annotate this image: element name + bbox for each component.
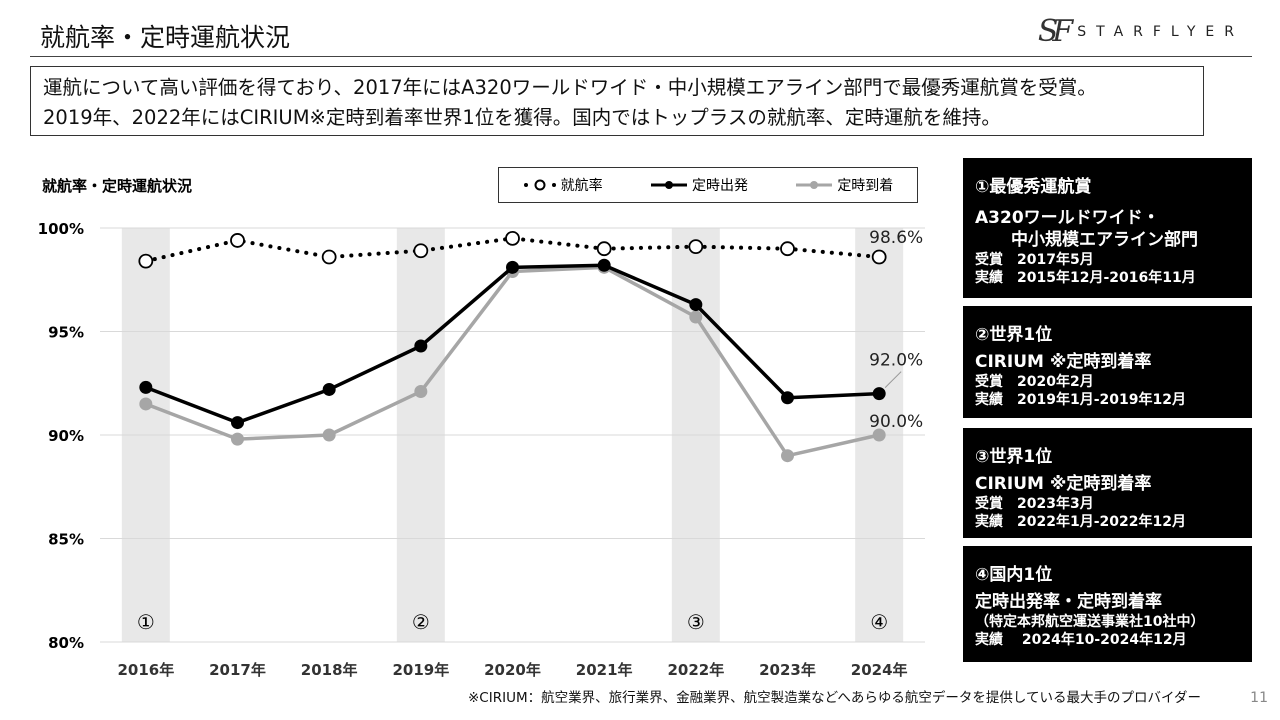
award-title-line: CIRIUM ※定時到着率 [975, 474, 1152, 494]
data-point-operation-rate [596, 241, 612, 257]
award-heading: ②世界1位 [975, 325, 1053, 345]
award-detail-line: 実績 2024年10-2024年12月 [975, 632, 1187, 648]
data-point-operation-rate [505, 230, 520, 246]
annotation-label: 98.6% [869, 228, 923, 248]
legend-item-on-time-departure: 定時出発 [650, 175, 748, 195]
summary-line-2: 2019年、2022年にはCIRIUM※定時到着率世界1位を獲得。国内ではトップ… [43, 106, 1001, 129]
legend-dotted-line-icon [523, 179, 556, 191]
x-tick-label: 2021年 [576, 661, 633, 679]
chart-title: 就航率・定時運航状況 [42, 177, 193, 195]
footnote: ※CIRIUM：航空業界、旅行業界、金融業界、航空製造業などへあらゆる航空データ… [468, 690, 1201, 706]
x-tick-label: 2019年 [392, 661, 449, 679]
legend-gray-line-icon [796, 181, 833, 189]
band-marker: ② [412, 610, 430, 634]
y-tick-label: 90% [48, 427, 84, 445]
data-point-operation-rate [780, 241, 795, 257]
title-divider [30, 56, 1252, 57]
y-tick-label: 85% [48, 531, 84, 549]
award-detail-line: （特定本邦航空運送事業社10社中） [975, 614, 1205, 630]
award-card: ①最優秀運航賞 A320ワールドワイド・ 中小規模エアライン部門受賞 2017年5月… [963, 158, 1252, 298]
data-point-on-time-departure [231, 416, 244, 430]
award-card: ④国内1位定時出発率・定時到着率 （特定本邦航空運送事業社10社中） 実績 2024… [963, 546, 1252, 662]
x-tick-label: 2018年 [301, 661, 358, 679]
x-tick-label: 2020年 [484, 661, 541, 679]
band-marker: ④ [870, 610, 888, 634]
band-marker: ③ [687, 610, 705, 634]
award-detail-line: 実績 2022年1月-2022年12月 [975, 514, 1186, 530]
y-tick-label: 100% [38, 220, 84, 238]
legend-item-on-time-arrival: 定時到着 [795, 175, 893, 195]
annotation-leader [884, 371, 902, 388]
data-point-on-time-arrival [139, 397, 153, 411]
award-detail-line: 実績 2019年1月-2019年12月 [975, 392, 1186, 408]
data-point-on-time-arrival [322, 428, 336, 442]
chart-legend: 就航率 定時出発 定時到着 [498, 167, 918, 203]
data-point-on-time-departure [872, 387, 886, 401]
award-detail-line: 受賞 2020年2月 [975, 374, 1094, 390]
brand-logo: SF STARFLYER [1038, 14, 1244, 49]
data-point-on-time-departure [506, 260, 519, 274]
series-line-on-time-arrival [145, 265, 880, 458]
band-marker: ① [137, 610, 155, 634]
award-title-line: A320ワールドワイド・ [975, 208, 1160, 228]
data-point-on-time-departure [414, 339, 428, 353]
data-point-operation-rate [413, 243, 429, 259]
award-card: ③世界1位 CIRIUM ※定時到着率受賞 2023年3月実績 2022年1月-2… [963, 428, 1252, 538]
x-tick-label: 2023年 [759, 661, 816, 679]
data-point-on-time-departure [689, 298, 703, 312]
annotation-label: 92.0% [869, 351, 923, 371]
y-tick-label: 80% [48, 634, 84, 652]
award-title-line: CIRIUM ※定時到着率 [975, 352, 1152, 372]
x-tick-label: 2022年 [667, 661, 724, 679]
x-tick-label: 2017年 [209, 661, 266, 679]
y-tick-label: 95% [48, 324, 84, 342]
award-detail-line: 実績 2015年12月-2016年11月 [975, 270, 1196, 286]
data-point-operation-rate [871, 249, 887, 265]
data-point-on-time-departure [139, 380, 153, 394]
x-tick-label: 2016年 [117, 661, 174, 679]
page-title: 就航率・定時運航状況 [40, 23, 291, 52]
award-title-line: 中小規模エアライン部門 [1011, 230, 1198, 250]
legend-solid-line-icon [650, 181, 687, 189]
data-point-on-time-arrival [781, 449, 794, 463]
data-point-on-time-departure [597, 258, 611, 272]
data-point-on-time-departure [781, 391, 794, 405]
data-point-on-time-arrival [872, 428, 886, 442]
award-heading: ①最優秀運航賞 [975, 177, 1092, 197]
data-point-on-time-arrival [231, 432, 244, 446]
legend-label: 定時出発 [691, 178, 748, 194]
page-number: 11 [1250, 690, 1268, 706]
x-tick-label: 2024年 [851, 661, 908, 679]
data-point-operation-rate [230, 233, 245, 248]
summary-box: 運航について高い評価を得ており、2017年にはA320ワールドワイド・中小規模エ… [30, 66, 1204, 136]
brand-name: STARFLYER [1077, 23, 1244, 40]
award-title-line: 定時出発率・定時到着率 [975, 592, 1162, 612]
award-detail-line: 受賞 2017年5月 [975, 252, 1094, 268]
data-point-on-time-arrival [414, 385, 428, 399]
award-card: ②世界1位 CIRIUM ※定時到着率受賞 2020年2月実績 2019年1月-2… [963, 306, 1252, 418]
legend-item-operation-rate: 就航率 [523, 175, 603, 195]
legend-label: 定時到着 [837, 178, 894, 194]
award-detail-line: 受賞 2023年3月 [975, 496, 1094, 512]
data-point-operation-rate [688, 239, 704, 255]
award-heading: ④国内1位 [975, 565, 1053, 585]
series-line-on-time-departure [145, 263, 880, 425]
data-point-on-time-arrival [689, 310, 703, 324]
summary-line-1: 運航について高い評価を得ており、2017年にはA320ワールドワイド・中小規模エ… [43, 76, 1097, 99]
line-chart: ① ② ③ ④ 80% 85% 90% 95% 100% 2016年 2017年 2018年 2019年… [38, 220, 925, 679]
data-point-operation-rate [321, 249, 337, 265]
award-heading: ③世界1位 [975, 447, 1053, 467]
legend-label: 就航率 [560, 178, 603, 194]
brand-mark-icon: SF [1037, 14, 1073, 49]
data-point-operation-rate [138, 253, 154, 269]
annotation-label: 90.0% [869, 412, 923, 432]
data-point-on-time-departure [322, 382, 336, 396]
